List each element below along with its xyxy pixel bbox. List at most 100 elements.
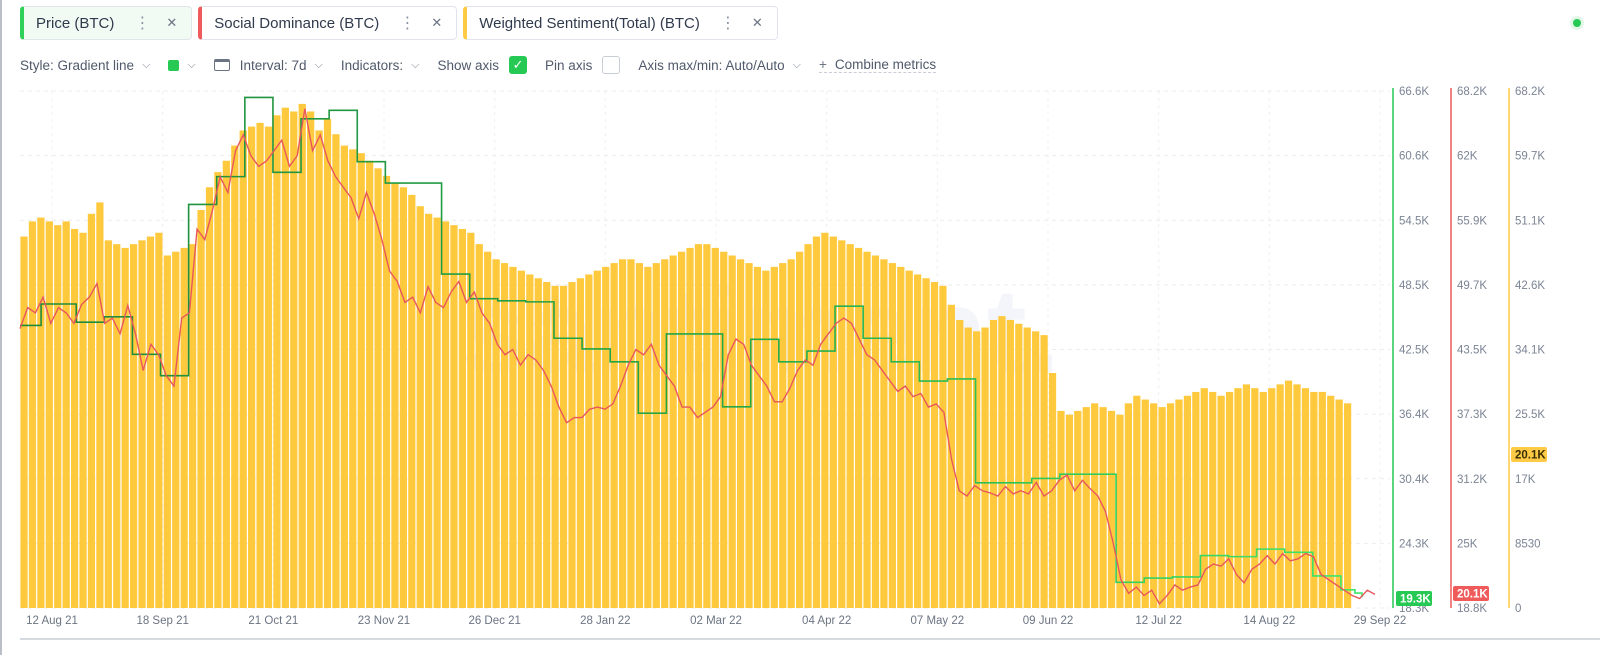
- sentiment-bar[interactable]: [1318, 391, 1326, 608]
- sentiment-bar[interactable]: [509, 266, 517, 608]
- sentiment-bar[interactable]: [1293, 384, 1301, 608]
- close-icon[interactable]: ✕: [166, 15, 178, 30]
- sentiment-bar[interactable]: [770, 266, 778, 608]
- sentiment-bar[interactable]: [1242, 384, 1251, 608]
- interval-dropdown[interactable]: Interval: 7d ⌵: [213, 58, 323, 73]
- close-icon[interactable]: ✕: [751, 15, 763, 30]
- sentiment-bar[interactable]: [1327, 395, 1335, 608]
- sentiment-bar[interactable]: [197, 210, 205, 609]
- sentiment-bar[interactable]: [290, 111, 298, 608]
- sentiment-bar[interactable]: [1133, 395, 1141, 608]
- sentiment-bar[interactable]: [307, 111, 315, 608]
- sentiment-bar[interactable]: [121, 247, 129, 608]
- sentiment-bar[interactable]: [635, 263, 644, 608]
- sentiment-bar[interactable]: [189, 244, 197, 608]
- sentiment-bar[interactable]: [720, 251, 728, 609]
- sentiment-bar[interactable]: [1335, 399, 1343, 608]
- sentiment-bar[interactable]: [129, 244, 138, 608]
- sentiment-bar[interactable]: [37, 217, 45, 608]
- sentiment-bar[interactable]: [677, 251, 686, 609]
- sentiment-bar[interactable]: [1183, 395, 1192, 608]
- sentiment-bar[interactable]: [821, 232, 829, 609]
- sentiment-bar[interactable]: [1057, 410, 1065, 608]
- sentiment-bar[interactable]: [998, 316, 1006, 608]
- sentiment-bar[interactable]: [1209, 391, 1217, 608]
- sentiment-bar[interactable]: [467, 232, 475, 609]
- sentiment-bar[interactable]: [475, 244, 483, 608]
- sentiment-bar[interactable]: [526, 274, 534, 608]
- sentiment-bar[interactable]: [880, 259, 888, 608]
- sentiment-bar[interactable]: [79, 232, 87, 609]
- sentiment-bar[interactable]: [408, 194, 416, 608]
- sentiment-bar[interactable]: [905, 270, 913, 608]
- sentiment-bar[interactable]: [273, 115, 281, 609]
- sentiment-bar[interactable]: [618, 259, 627, 608]
- sentiment-bar[interactable]: [804, 244, 812, 608]
- sentiment-bar[interactable]: [214, 172, 222, 608]
- sentiment-bar[interactable]: [517, 270, 526, 608]
- sentiment-bar[interactable]: [433, 217, 441, 608]
- sentiment-bar[interactable]: [534, 278, 542, 608]
- sentiment-bar[interactable]: [568, 282, 576, 608]
- color-picker[interactable]: ⌵: [168, 59, 196, 72]
- sentiment-bar[interactable]: [964, 327, 972, 608]
- combine-metrics-button[interactable]: + Combine metrics: [818, 57, 937, 73]
- sentiment-bar[interactable]: [163, 255, 171, 609]
- sentiment-bar[interactable]: [610, 263, 618, 608]
- sentiment-bar[interactable]: [205, 187, 214, 608]
- sentiment-bar[interactable]: [871, 255, 880, 609]
- pin-axis-checkbox[interactable]: [602, 56, 621, 74]
- sentiment-bar[interactable]: [366, 160, 374, 608]
- sentiment-bar[interactable]: [914, 274, 922, 608]
- sentiment-bar[interactable]: [989, 319, 998, 608]
- sentiment-bar[interactable]: [829, 236, 837, 608]
- sentiment-bar[interactable]: [1074, 410, 1082, 608]
- sentiment-bar[interactable]: [458, 228, 467, 608]
- sentiment-bar[interactable]: [239, 130, 247, 608]
- sentiment-bar[interactable]: [256, 122, 264, 608]
- sentiment-bar[interactable]: [644, 266, 652, 608]
- sentiment-bar[interactable]: [1276, 384, 1284, 608]
- sentiment-bar[interactable]: [349, 149, 357, 608]
- sentiment-bar[interactable]: [736, 259, 745, 608]
- sentiment-bar[interactable]: [1192, 391, 1200, 608]
- sentiment-bar[interactable]: [1200, 388, 1208, 608]
- sentiment-bar[interactable]: [897, 266, 905, 608]
- sentiment-bar[interactable]: [863, 251, 871, 609]
- sentiment-bar[interactable]: [20, 236, 28, 608]
- sentiment-bar[interactable]: [1259, 391, 1267, 608]
- sentiment-bar[interactable]: [1175, 399, 1183, 608]
- sentiment-bar[interactable]: [1284, 380, 1293, 608]
- sentiment-bar[interactable]: [484, 251, 492, 609]
- sentiment-bar[interactable]: [281, 107, 289, 608]
- pin-axis-toggle[interactable]: Pin axis: [545, 56, 621, 74]
- sentiment-bar[interactable]: [559, 285, 568, 608]
- sentiment-bar[interactable]: [551, 285, 559, 608]
- sentiment-bar[interactable]: [374, 168, 382, 609]
- sentiment-bar[interactable]: [1032, 331, 1040, 608]
- sentiment-bar[interactable]: [585, 274, 593, 608]
- sentiment-bar[interactable]: [323, 119, 332, 608]
- sentiment-bar[interactable]: [248, 126, 256, 609]
- sentiment-bar[interactable]: [1124, 403, 1133, 608]
- sentiment-bar[interactable]: [1040, 335, 1048, 608]
- sentiment-bar[interactable]: [264, 126, 273, 609]
- sentiment-bar[interactable]: [340, 145, 348, 609]
- sentiment-bar[interactable]: [703, 244, 711, 608]
- show-axis-toggle[interactable]: Show axis ✓: [438, 56, 528, 74]
- sentiment-bar[interactable]: [113, 244, 121, 608]
- sentiment-bar[interactable]: [1166, 403, 1175, 608]
- sentiment-bar[interactable]: [956, 319, 964, 608]
- sentiment-bar[interactable]: [762, 270, 770, 608]
- price-line[interactable]: [20, 96, 1363, 598]
- sentiment-bar[interactable]: [602, 266, 610, 608]
- more-vertical-icon[interactable]: ⋮: [399, 15, 416, 32]
- tab-weighted-sentiment[interactable]: Weighted Sentiment(Total) (BTC) ⋮ ✕: [463, 6, 778, 40]
- sentiment-bar[interactable]: [222, 160, 230, 608]
- sentiment-bar[interactable]: [543, 282, 551, 608]
- sentiment-bar[interactable]: [1217, 395, 1225, 608]
- sentiment-bar[interactable]: [593, 270, 601, 608]
- sentiment-bar[interactable]: [1251, 388, 1259, 608]
- sentiment-bar[interactable]: [87, 213, 96, 608]
